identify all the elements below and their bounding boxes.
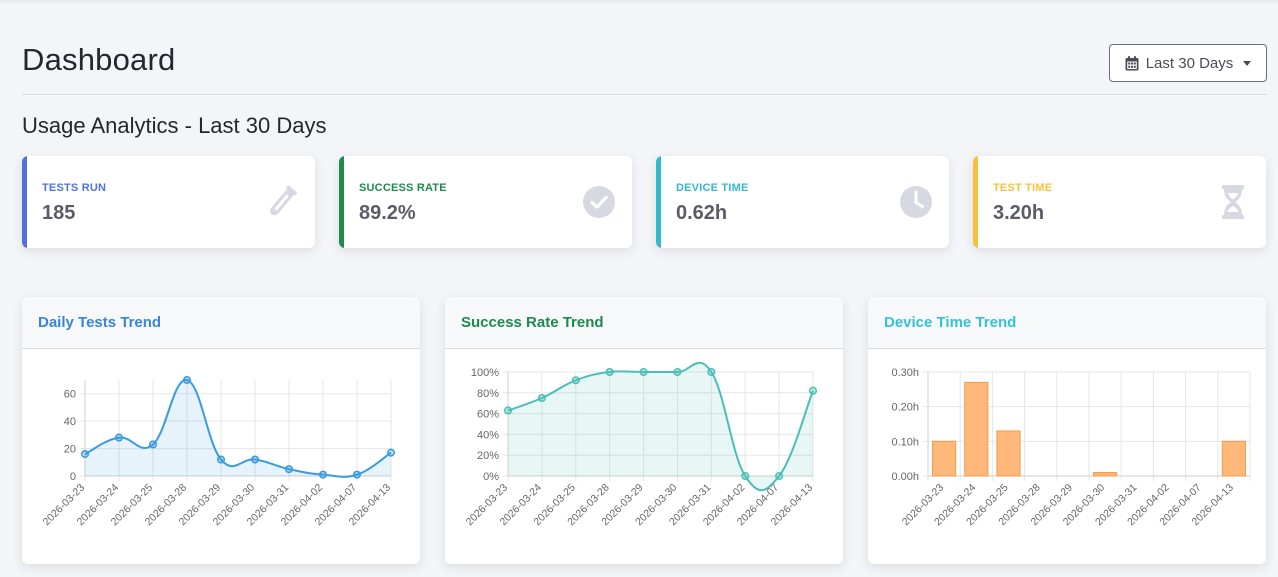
page-title: Dashboard [22,42,176,77]
data-point [503,406,513,415]
series-line [84,379,392,478]
hourglass-icon [1222,185,1244,219]
y-tick-label: 20% [477,450,499,462]
bar [964,381,989,477]
bar [1093,472,1118,477]
data-point [639,367,648,377]
bar [1221,440,1246,477]
stat-card-tests-run: TESTS RUN 185 [22,156,315,248]
series-line [507,361,814,492]
chart-card-success-rate: Success Rate Trend 0% 20% 40% 60% 80% 100% 202… [445,297,843,564]
data-point [148,440,158,449]
stat-label: SUCCESS RATE [359,182,447,194]
data-point [605,367,614,377]
stat-label: DEVICE TIME [676,182,749,194]
y-tick-label: 0 [70,471,76,483]
stat-value: 185 [42,202,76,224]
card-accent [973,156,978,248]
stat-label: TEST TIME [993,182,1053,194]
data-point [537,393,546,403]
stat-label: TESTS RUN [42,182,107,194]
series-area [85,379,391,477]
data-point [114,433,124,442]
data-point [808,386,818,395]
data-point [182,375,192,385]
y-tick-label: 0% [483,471,499,483]
stat-card-test-time: TEST TIME 3.20h [973,156,1266,248]
chevron-down-icon [1243,60,1252,66]
stat-card-success-rate: SUCCESS RATE 89.2% [339,156,632,248]
data-point [80,450,90,459]
chart-title: Daily Tests Trend [22,297,420,349]
y-tick-label: 60% [477,409,499,421]
data-point [352,470,362,479]
y-tick-label: 0.10h [891,436,919,448]
check-circle-icon [583,186,615,218]
data-point [707,367,716,377]
stat-value: 89.2% [359,202,416,224]
data-point [386,448,396,457]
daily-tests-chart: 02040602026-03-232026-03-242026-03-25202… [41,375,396,528]
chart-card-device-time: Device Time Trend 0.00h 0.10h 0.20h 0.30h 20… [868,297,1266,564]
section-title: Usage Analytics - Last 30 Days [22,113,327,138]
bar [932,440,957,477]
top-shadow [0,0,1278,4]
data-point [318,470,328,479]
date-range-label: Last 30 Days [1145,54,1234,72]
y-tick-label: 0.30h [891,367,919,379]
date-range-dropdown[interactable]: Last 30 Days [1109,44,1267,82]
y-tick-label: 0.20h [891,402,919,414]
data-point [741,471,750,481]
chart-title: Success Rate Trend [445,297,843,349]
clock-icon [900,186,932,218]
chart-card-daily-tests: Daily Tests Trend 0 20 40 60 2026-03-23 2026-… [22,297,420,564]
success-rate-chart: 0%20%40%60%80%100%2026-03-232026-03-2420… [464,361,818,528]
calendar-icon [1125,55,1139,70]
stat-value: 3.20h [993,202,1045,224]
flask-icon [270,185,297,216]
y-tick-label: 0.00h [891,471,919,483]
card-accent [22,156,27,248]
y-tick-label: 20 [64,444,76,456]
y-tick-label: 80% [477,388,499,400]
y-tick-label: 100% [471,367,499,379]
series-area [508,362,813,491]
bar [996,430,1021,477]
device-time-chart: 0.00h0.10h0.20h0.30h2026-03-232026-03-24… [891,367,1251,528]
data-point [216,455,226,464]
card-accent [339,156,344,248]
stat-value: 0.62h [676,202,728,224]
data-point [673,367,682,377]
card-accent [656,156,661,248]
stat-card-device-time: DEVICE TIME 0.62h [656,156,949,248]
y-tick-label: 40% [477,429,499,441]
data-point [250,455,260,464]
data-point [571,376,580,385]
header-divider [22,94,1267,95]
chart-title: Device Time Trend [868,297,1266,349]
y-tick-label: 60 [64,389,76,401]
data-point [775,471,784,481]
data-point [284,465,294,474]
y-tick-label: 40 [64,416,76,428]
